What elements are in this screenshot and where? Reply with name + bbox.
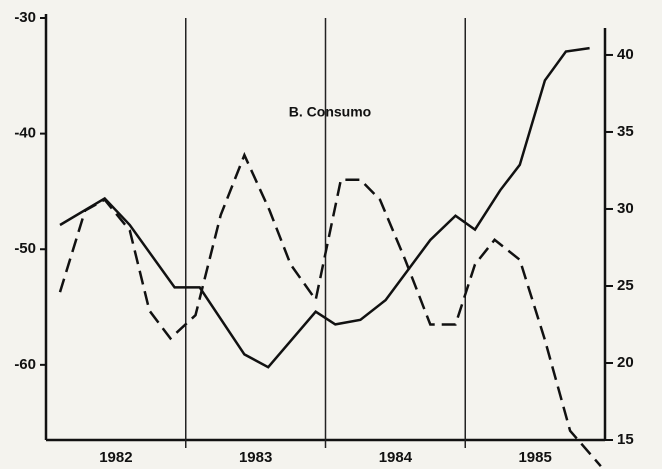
y2-tick-label: 30: [617, 200, 634, 217]
y2-tick-label: 15: [617, 431, 634, 448]
y2-tick-label: 25: [617, 277, 634, 294]
y-tick-label: -30: [14, 9, 36, 26]
y2-tick-label: 35: [617, 123, 634, 140]
y-tick-label: -60: [14, 356, 36, 373]
y2-tick-label: 40: [617, 46, 634, 63]
x-tick-label: 1983: [239, 449, 272, 466]
x-tick-label: 1984: [379, 449, 413, 466]
y-tick-label: -40: [14, 125, 36, 142]
y2-tick-label: 20: [617, 354, 634, 371]
x-tick-label: 1985: [518, 449, 551, 466]
series-line: [58, 151, 602, 468]
x-tick-label: 1982: [99, 449, 132, 466]
annotation: B. Consumo: [289, 104, 371, 120]
y-tick-label: -50: [14, 240, 36, 257]
series-line: [59, 46, 590, 369]
